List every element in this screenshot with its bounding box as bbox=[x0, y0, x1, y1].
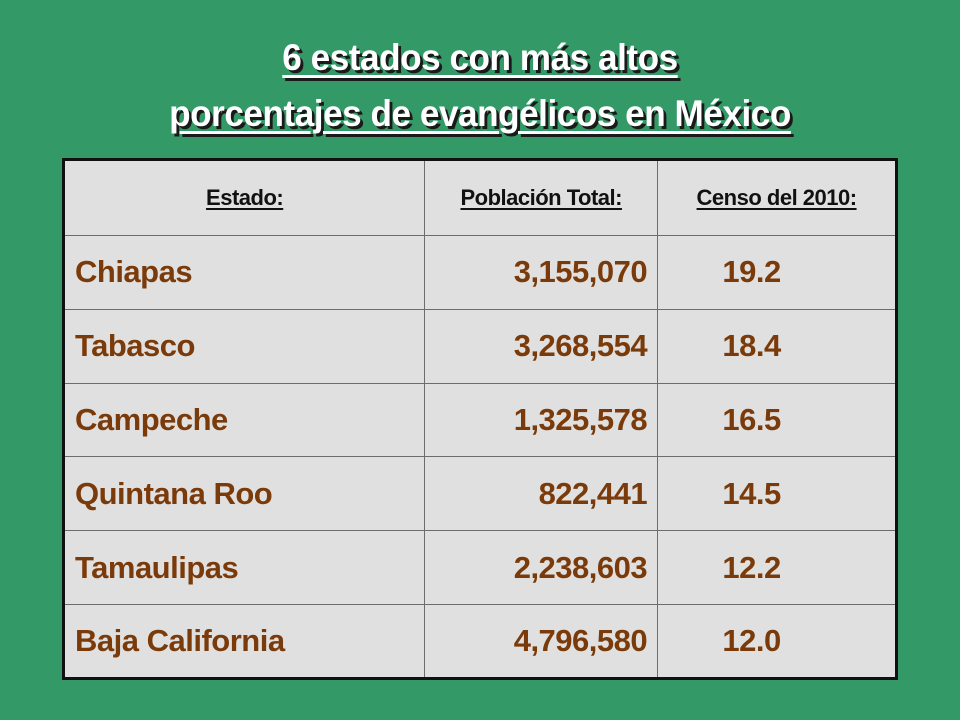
evangelicos-table: Estado: Población Total: Censo del 2010:… bbox=[62, 158, 898, 680]
population-cell: 1,325,578 bbox=[424, 382, 659, 458]
state-cell: Baja California bbox=[62, 604, 426, 679]
header-poblacion-total: Población Total: bbox=[424, 159, 659, 236]
table-row: Tamaulipas 2,238,603 12.2 bbox=[62, 530, 897, 606]
census-cell: 16.5 bbox=[657, 382, 897, 458]
census-cell: 14.5 bbox=[657, 456, 897, 532]
state-cell: Chiapas bbox=[62, 235, 426, 310]
population-cell: 3,155,070 bbox=[424, 235, 659, 310]
population-cell: 4,796,580 bbox=[424, 604, 659, 679]
title-line-1: 6 estados con más altos bbox=[282, 37, 678, 78]
population-cell: 822,441 bbox=[424, 456, 659, 532]
table-row: Chiapas 3,155,070 19.2 bbox=[62, 235, 897, 310]
population-cell: 2,238,603 bbox=[424, 530, 659, 606]
table-row: Campeche 1,325,578 16.5 bbox=[62, 382, 897, 458]
census-cell: 12.2 bbox=[657, 530, 897, 606]
slide-title: 6 estados con más altos porcentajes de e… bbox=[24, 30, 936, 142]
header-censo-2010: Censo del 2010: bbox=[657, 159, 897, 236]
table-row: Tabasco 3,268,554 18.4 bbox=[62, 308, 897, 384]
table-row: Baja California 4,796,580 12.0 bbox=[62, 604, 897, 679]
census-cell: 12.0 bbox=[657, 604, 897, 679]
state-cell: Tabasco bbox=[62, 308, 426, 384]
state-cell: Quintana Roo bbox=[62, 456, 426, 532]
census-cell: 18.4 bbox=[657, 308, 897, 384]
state-cell: Tamaulipas bbox=[62, 530, 426, 606]
title-line-2: porcentajes de evangélicos en México bbox=[169, 93, 791, 134]
population-cell: 3,268,554 bbox=[424, 308, 659, 384]
header-estado: Estado: bbox=[62, 159, 426, 236]
table-row: Quintana Roo 822,441 14.5 bbox=[62, 456, 897, 532]
state-cell: Campeche bbox=[62, 382, 426, 458]
census-cell: 19.2 bbox=[657, 235, 897, 310]
table-header-row: Estado: Población Total: Censo del 2010: bbox=[62, 159, 897, 236]
